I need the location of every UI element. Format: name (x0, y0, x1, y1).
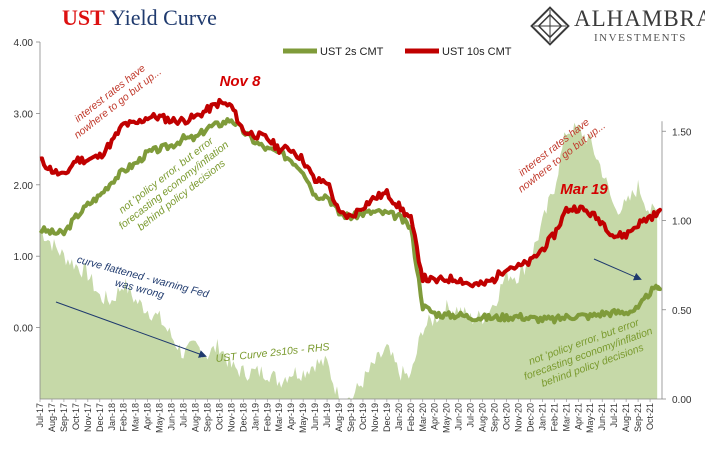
x-tick-label: Jul-17 (35, 403, 45, 428)
x-tick-label: Dec-19 (382, 403, 392, 432)
x-tick-label: Nov-20 (513, 403, 523, 432)
x-tick-label: Aug-18 (191, 403, 201, 432)
x-tick-label: Nov-17 (83, 403, 93, 432)
x-tick-label: Mar-21 (561, 403, 571, 432)
logo-brand: ALHAMBRA (574, 6, 705, 31)
x-tick-label: Sep-18 (202, 403, 212, 432)
arrow-flattened (55, 301, 207, 358)
x-tick-label: Aug-19 (334, 403, 344, 432)
series-lines-layer (38, 97, 662, 325)
x-tick-label: Mar-19 (274, 403, 284, 432)
x-tick-label: Sep-17 (59, 403, 69, 432)
diamond-logo-icon (530, 6, 570, 46)
right-tick-label: 0.50 (672, 306, 692, 317)
left-tick-label: 2.00 (14, 181, 34, 192)
legend-label-10s: UST 10s CMT (442, 46, 512, 58)
axes-layer: 4.00 3.00 2.00 1.00 0.00 1.50 1.00 0.50 0.00 Jul-… (14, 38, 692, 433)
x-tick-label: May-19 (298, 403, 308, 433)
x-tick-label: Oct-18 (214, 403, 224, 430)
curve-area-layer (40, 122, 660, 399)
left-tick-label: 3.00 (14, 109, 34, 120)
series-ust-10s-line (39, 97, 662, 289)
x-tick-label: May-21 (585, 403, 595, 433)
x-tick-label: Sep-21 (633, 403, 643, 432)
x-tick-label: Aug-17 (47, 403, 57, 432)
annotation-policy-left-line: forecasting economy/inflation (117, 139, 232, 232)
x-tick-label: Nov-18 (226, 403, 236, 432)
x-tick-label: Jun-19 (310, 403, 320, 431)
x-tick-label: Jun-21 (597, 403, 607, 431)
left-tick-label: 0.00 (14, 324, 34, 335)
x-tick-label: Apr-20 (430, 403, 440, 430)
x-tick-label: Dec-17 (95, 403, 105, 432)
x-tick-label: Jan-20 (394, 403, 404, 431)
legend: UST 2s CMT UST 10s CMT (283, 46, 512, 58)
x-tick-label: Oct-21 (645, 403, 655, 430)
x-tick-label: Jan-19 (250, 403, 260, 431)
x-tick-label: Nov-19 (370, 403, 380, 432)
x-tick-label: May-20 (442, 403, 452, 433)
x-tick-label: Aug-21 (621, 403, 631, 432)
right-tick-label: 1.00 (672, 217, 692, 228)
x-tick-label: Apr-19 (286, 403, 296, 430)
legend-label-2s: UST 2s CMT (320, 46, 384, 58)
x-tick-label: Dec-18 (238, 403, 248, 432)
chart-title: UST Yield Curve (62, 5, 217, 31)
right-tick-label: 0.00 (672, 395, 692, 406)
right-tick-label: 1.50 (672, 127, 692, 138)
alhambra-logo: ALHAMBRA INVESTMENTS (528, 4, 705, 48)
x-tick-label: Jul-19 (322, 403, 332, 428)
x-tick-label: Mar-20 (418, 403, 428, 432)
annotation-mar19: Mar 19 (560, 181, 608, 198)
x-tick-label: Aug-20 (478, 403, 488, 432)
x-tick-label: Oct-19 (358, 403, 368, 430)
x-tick-label: Jun-18 (167, 403, 177, 431)
annotation-nov8: Nov 8 (220, 73, 262, 90)
x-tick-label: Jan-21 (537, 403, 547, 431)
x-tick-label: Mar-18 (131, 403, 141, 432)
arrow-recent (593, 258, 642, 281)
x-tick-label: Apr-18 (143, 403, 153, 430)
left-tick-label: 1.00 (14, 252, 34, 263)
x-tick-label: Oct-17 (71, 403, 81, 430)
x-tick-label: Feb-20 (406, 403, 416, 432)
x-tick-label: May-18 (155, 403, 165, 433)
x-tick-label: Apr-21 (573, 403, 583, 430)
x-tick-label: Jul-21 (609, 403, 619, 428)
x-tick-label: Feb-18 (119, 403, 129, 432)
x-tick-label: Jul-20 (466, 403, 476, 428)
logo-sub: INVESTMENTS (594, 32, 687, 44)
title-prefix: UST (62, 5, 105, 30)
x-tick-label: Oct-20 (502, 403, 512, 430)
x-tick-label: Jan-18 (107, 403, 117, 431)
series-ust-2s-line (38, 117, 662, 325)
annotation-curve-label: UST Curve 2s10s - RHS (215, 341, 330, 365)
title-rest: Yield Curve (109, 5, 217, 30)
x-tick-label: Dec-20 (525, 403, 535, 432)
x-tick-label: Jul-18 (179, 403, 189, 428)
curve-2s10s-area (40, 122, 660, 399)
x-tick-label: Jun-20 (454, 403, 464, 431)
x-tick-label: Feb-21 (549, 403, 559, 432)
x-tick-label: Feb-19 (262, 403, 272, 432)
x-tick-label: Sep-19 (346, 403, 356, 432)
left-tick-label: 4.00 (14, 38, 34, 49)
x-tick-label: Sep-20 (490, 403, 500, 432)
